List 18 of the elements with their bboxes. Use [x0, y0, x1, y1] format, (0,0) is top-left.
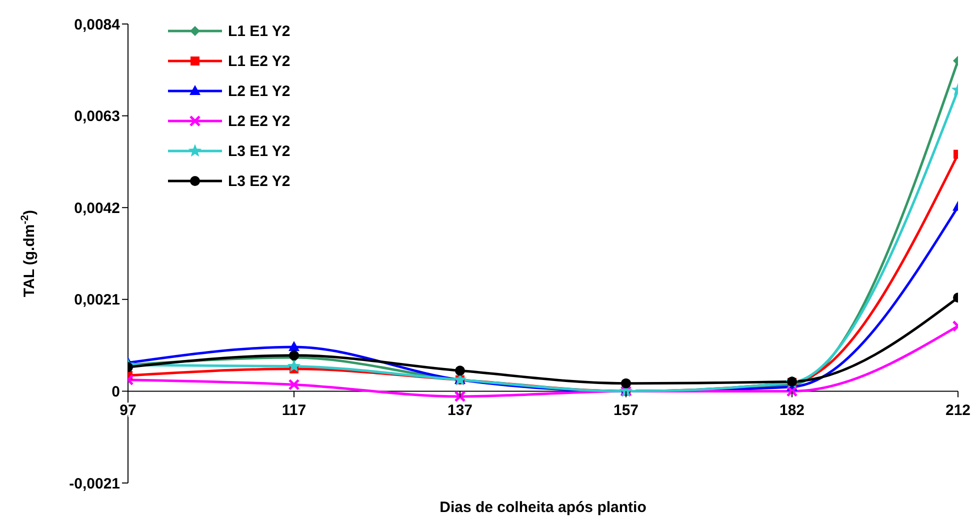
legend-label: L3 E1 Y2: [228, 142, 290, 160]
legend-label: L2 E2 Y2: [228, 112, 290, 130]
y-tick-label: 0: [112, 384, 120, 401]
x-tick-label: 182: [779, 402, 805, 420]
y-tick-label: -0,0021: [69, 475, 120, 492]
y-tick-label: 0,0084: [74, 16, 121, 34]
legend-label: L1 E1 Y2: [228, 22, 290, 40]
x-tick-label: 157: [613, 402, 639, 420]
legend-label: L2 E1 Y2: [228, 82, 290, 100]
y-tick-label: 0,0042: [74, 200, 120, 217]
x-tick-label: 212: [945, 402, 971, 420]
legend-label: L1 E2 Y2: [228, 52, 290, 70]
x-axis-title: Dias de colheita após plantio: [440, 499, 646, 516]
x-tick-label: 137: [447, 402, 473, 420]
y-tick-label: 0,0021: [74, 292, 120, 309]
legend-label: L3 E2 Y2: [228, 172, 290, 190]
y-tick-label: 0,0063: [74, 108, 120, 126]
x-tick-label: 117: [282, 402, 306, 420]
